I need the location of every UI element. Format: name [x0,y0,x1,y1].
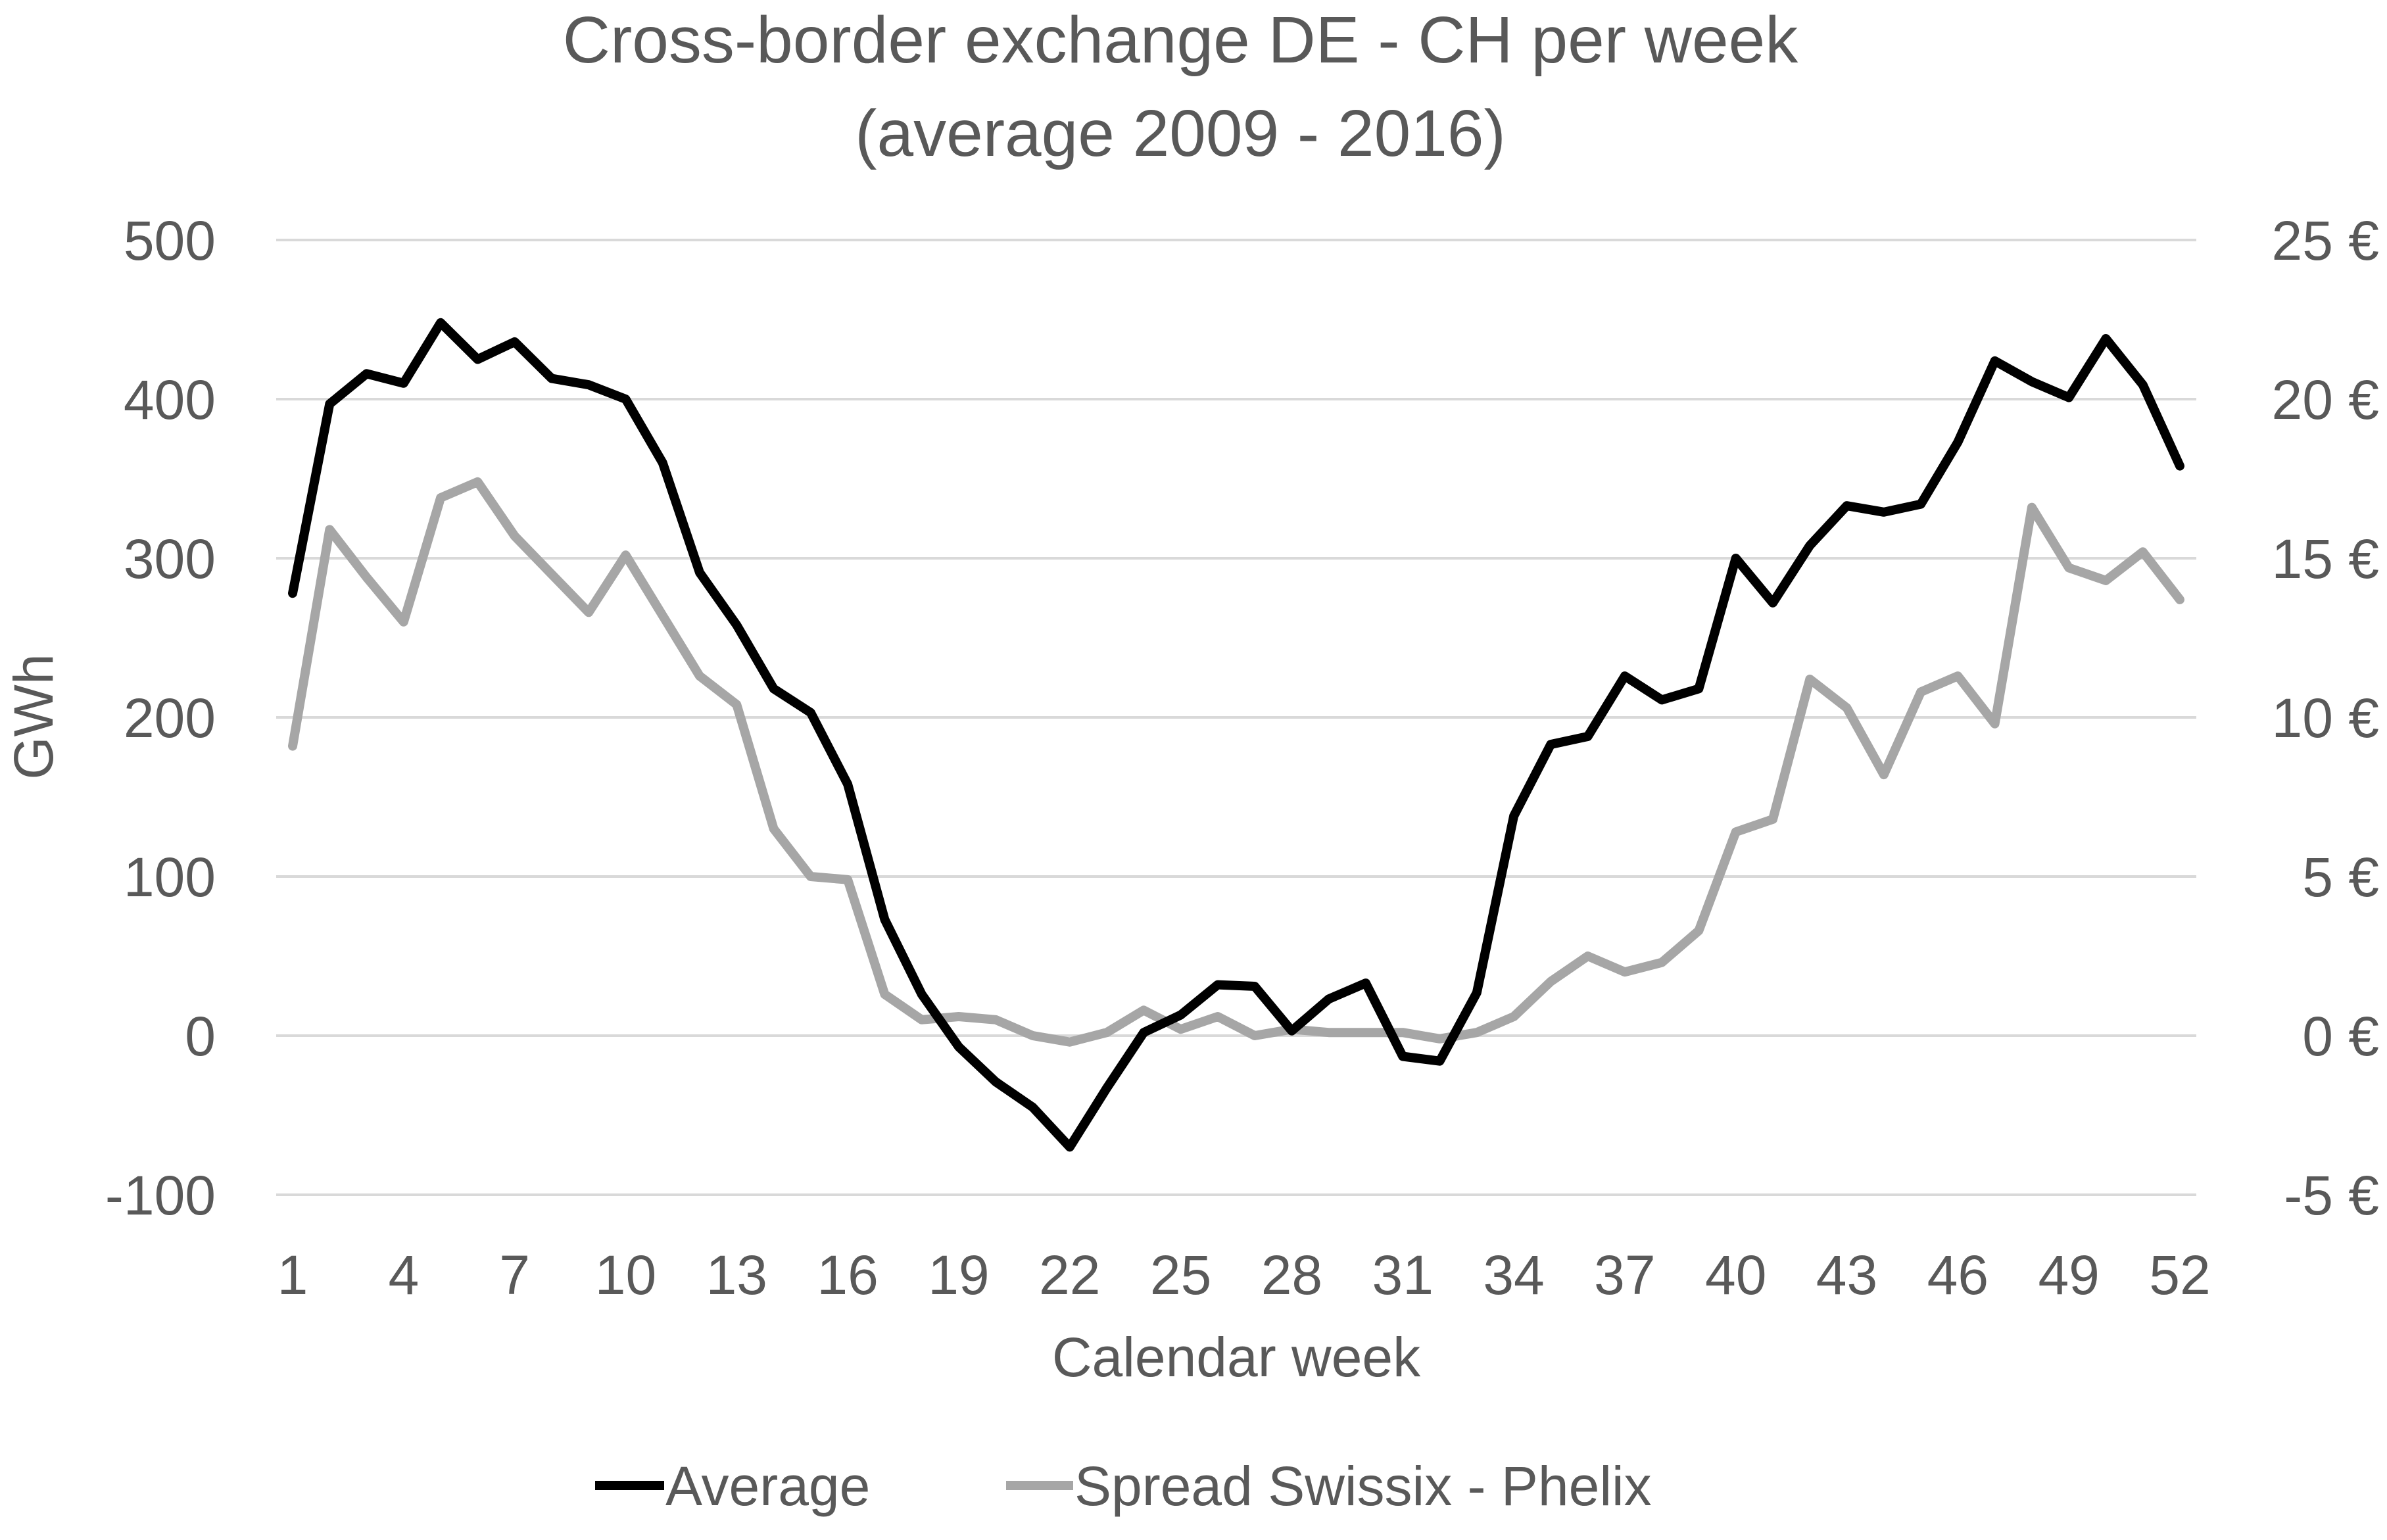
y2-tick-label: 0 € [2302,1005,2379,1067]
x-tick-label: 25 [1150,1244,1211,1306]
x-tick-label: 40 [1705,1244,1766,1306]
series-line-spread [288,477,2184,1047]
legend: Average Spread Swissix - Phelix [595,1455,1652,1517]
y2-tick-label: 20 € [2272,369,2380,431]
x-tick-label: 22 [1039,1244,1100,1306]
legend-label-spread: Spread Swissix - Phelix [1074,1455,1652,1517]
chart-title-line-2: (average 2009 - 2016) [855,97,1506,170]
y-tick-label: 0 [185,1005,216,1067]
y-tick-label: 100 [124,846,216,908]
y2-tick-label: 10 € [2272,687,2380,749]
y2-tick-label: 25 € [2272,210,2380,272]
x-tick-label: 43 [1816,1244,1877,1306]
legend-item-average[interactable]: Average [595,1455,870,1517]
x-axis-ticks: 1 4 7 10 13 16 19 22 25 28 31 34 37 40 43 46 49 52 [277,1244,2211,1306]
y-axis-right-ticks: -5 € 0 € 5 € 10 € 15 € 20 € 25 € [2272,210,2380,1226]
x-tick-label: 13 [706,1244,767,1306]
y-axis-left-ticks: -100 0 100 200 300 400 500 [105,210,216,1226]
x-tick-label: 37 [1594,1244,1655,1306]
chart-title-line-1: Cross-border exchange DE - CH per week [563,3,1799,77]
y-tick-label: -100 [105,1165,216,1226]
chart-title: Cross-border exchange DE - CH per week (… [563,3,1799,170]
x-tick-label: 1 [277,1244,308,1306]
y-tick-label: 300 [124,528,216,590]
legend-label-average: Average [665,1455,870,1517]
x-tick-label: 49 [2038,1244,2099,1306]
y-tick-label: 500 [124,210,216,272]
series-line-average [288,318,2184,1152]
y-tick-label: 400 [124,369,216,431]
y-axis-title: GWh [3,654,64,779]
y2-tick-label: 15 € [2272,528,2380,590]
y-tick-label: 200 [124,687,216,749]
y2-tick-label: -5 € [2284,1165,2379,1226]
x-axis-title: Calendar week [1052,1326,1421,1388]
y2-tick-label: 5 € [2302,846,2379,908]
x-tick-label: 31 [1372,1244,1434,1306]
x-tick-label: 28 [1261,1244,1322,1306]
x-tick-label: 19 [928,1244,989,1306]
series-lines [288,318,2184,1152]
x-tick-label: 4 [388,1244,419,1306]
gridlines [276,239,2196,1196]
x-tick-label: 10 [595,1244,656,1306]
x-tick-label: 46 [1927,1244,1989,1306]
x-tick-label: 52 [2149,1244,2210,1306]
x-tick-label: 34 [1483,1244,1544,1306]
x-tick-label: 16 [817,1244,878,1306]
x-tick-label: 7 [499,1244,530,1306]
legend-item-spread[interactable]: Spread Swissix - Phelix [1006,1455,1652,1517]
